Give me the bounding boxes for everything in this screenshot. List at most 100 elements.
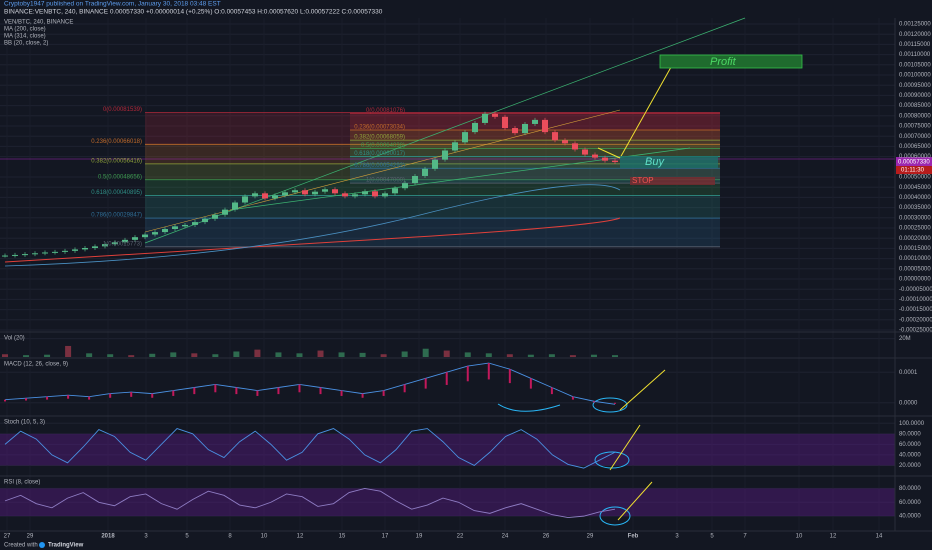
pane-title: Stoch (10, 5, 3) <box>4 420 45 426</box>
legend-item: MA (314, close) <box>4 34 46 40</box>
fib-zone <box>350 168 720 184</box>
fib-label: 0.382(0.00056416) <box>91 158 142 164</box>
y-tick-label: 0.00060000 <box>899 154 931 160</box>
macd-histogram <box>592 401 595 403</box>
volume-bar <box>233 351 240 357</box>
volume-bar <box>317 350 324 357</box>
fib-zone <box>350 140 720 149</box>
fib-zone <box>145 112 720 145</box>
macd-histogram <box>256 390 259 396</box>
y-tick-label: 0.0000 <box>899 400 918 406</box>
y-tick-label: 100.0000 <box>899 421 925 427</box>
labels: 0.00125000 0.00120000 0.00115000 0.00110000… <box>4 22 932 540</box>
arrow <box>619 59 676 159</box>
y-tick-label: 60.0000 <box>899 500 921 506</box>
macd-histogram <box>25 398 28 401</box>
published-line: Cryptoby1947 published on TradingView.co… <box>4 1 221 8</box>
volume-bar <box>254 349 261 357</box>
y-tick-label: 80.0000 <box>899 486 921 492</box>
candle <box>212 214 218 219</box>
x-tick-label: 10 <box>261 534 268 540</box>
volume-bar <box>2 354 8 357</box>
countdown-box <box>896 166 932 175</box>
candle <box>252 193 258 197</box>
marks <box>2 111 932 518</box>
macd-histogram <box>361 393 364 398</box>
y-tick-label: 0.00085000 <box>899 103 931 109</box>
stop-label: STOP <box>632 176 654 185</box>
band <box>0 433 895 466</box>
candle <box>182 224 188 227</box>
candle <box>192 222 198 225</box>
candle <box>442 150 448 160</box>
fib-label: 1(0.00047000) <box>366 178 405 184</box>
fib-label: 0.786(0.00029847) <box>91 213 142 219</box>
rsi-line <box>4 487 616 518</box>
candle <box>12 254 18 256</box>
candle <box>592 154 598 158</box>
candle <box>2 255 8 257</box>
x-tick-label: 3 <box>675 534 679 540</box>
pane-title: Vol (20) <box>4 336 25 342</box>
fib-label: 0.5(0.00048656) <box>98 174 142 180</box>
fib-label: 0(0.00081076) <box>366 108 405 114</box>
candle <box>492 113 498 117</box>
fib-label: 0.236(0.00066018) <box>91 139 142 145</box>
last-price-label: 0.00057330 <box>898 160 930 166</box>
legend-item: BB (20, close, 2) <box>4 41 48 47</box>
candle <box>422 168 428 176</box>
circle-mark <box>592 397 628 413</box>
candle <box>612 160 618 163</box>
candle <box>162 229 168 233</box>
x-tick-label: 5 <box>710 534 714 540</box>
fib-label: 0.618(0.00060017) <box>354 151 405 157</box>
volume-bar <box>107 354 114 357</box>
volume-bar <box>527 354 534 357</box>
candle <box>242 196 248 203</box>
volume-bar <box>296 353 303 357</box>
arrow <box>617 481 653 521</box>
candle <box>112 242 118 245</box>
y-tick-label: 0.0001 <box>899 370 918 376</box>
candle <box>382 193 388 197</box>
macd-histogram <box>235 387 238 395</box>
candle <box>32 253 38 255</box>
volume-bar <box>191 353 198 357</box>
candle <box>52 251 58 253</box>
macd-histogram <box>340 390 343 396</box>
macd-histogram <box>172 390 175 396</box>
macd-histogram <box>529 378 532 389</box>
circle-mark <box>599 506 631 526</box>
volume-bar <box>548 354 555 357</box>
macd-histogram <box>571 396 574 400</box>
profit-box <box>659 54 803 69</box>
macd-histogram <box>424 378 427 389</box>
candle <box>522 123 528 134</box>
candle <box>232 202 238 210</box>
x-tick-label: 14 <box>876 534 883 540</box>
y-tick-label: 0.00090000 <box>899 93 931 99</box>
drawings <box>0 17 895 526</box>
volume-bar <box>443 350 450 357</box>
y-tick-label: 0.00065000 <box>899 144 931 150</box>
candle <box>362 191 368 195</box>
macd-histogram <box>67 395 70 399</box>
legend-item: VEN/BTC, 240, BINANCE <box>4 20 73 26</box>
candle <box>82 247 88 250</box>
buy-label: Buy <box>645 156 665 168</box>
y-tick-label: 20M <box>899 336 911 342</box>
y-tick-label: 0.00020000 <box>899 236 931 242</box>
fib-label: 0.618(0.00040895) <box>91 190 142 196</box>
y-tick-label: 0.00110000 <box>899 52 931 58</box>
macd-histogram <box>550 387 553 395</box>
volume-bar <box>590 354 597 357</box>
candle <box>332 189 338 194</box>
volume-bar <box>401 351 408 357</box>
candle <box>312 191 318 195</box>
x-tick-label: 8 <box>228 534 232 540</box>
y-tick-label: 0.00015000 <box>899 246 931 252</box>
y-tick-label: 80.0000 <box>899 431 921 437</box>
candle <box>472 122 478 133</box>
pane-title: RSI (8, close) <box>4 480 40 486</box>
